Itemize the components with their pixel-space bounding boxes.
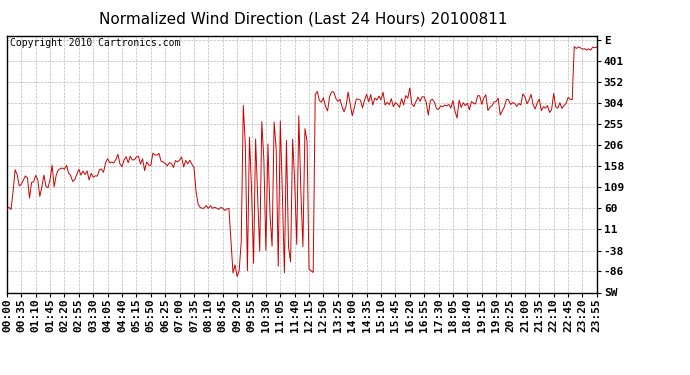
Text: Normalized Wind Direction (Last 24 Hours) 20100811: Normalized Wind Direction (Last 24 Hours…: [99, 11, 508, 26]
Text: Copyright 2010 Cartronics.com: Copyright 2010 Cartronics.com: [10, 38, 180, 48]
